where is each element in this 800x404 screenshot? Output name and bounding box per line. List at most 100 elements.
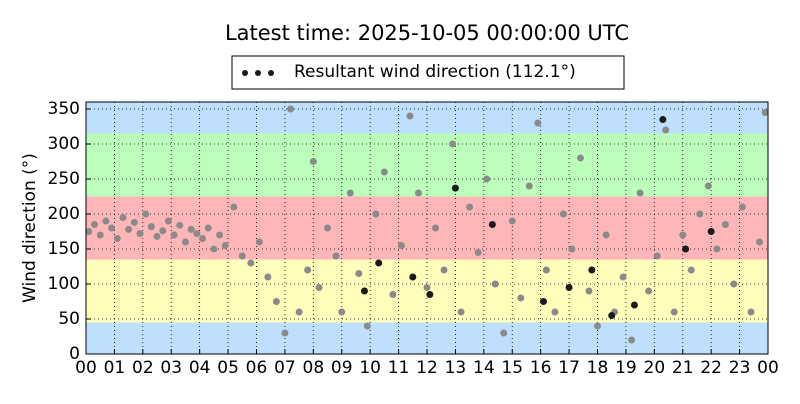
data-point <box>755 238 763 246</box>
data-point <box>568 245 576 253</box>
data-point <box>332 252 340 260</box>
data-point <box>542 266 550 274</box>
data-point <box>483 175 491 183</box>
x-tick-label: 18 <box>587 358 609 378</box>
x-tick-label: 21 <box>672 358 694 378</box>
y-axis-label: Wind direction (°) <box>20 153 40 303</box>
data-point <box>102 217 110 225</box>
data-point <box>432 224 440 232</box>
data-point <box>551 308 559 316</box>
data-point <box>181 238 189 246</box>
data-point <box>540 298 548 305</box>
data-point <box>159 227 167 235</box>
data-point <box>380 168 388 176</box>
x-tick-label: 12 <box>416 358 438 378</box>
data-point <box>363 322 371 330</box>
data-point <box>662 126 670 134</box>
data-point <box>704 182 712 190</box>
x-tick-label: 19 <box>615 358 637 378</box>
data-point <box>761 109 769 116</box>
data-point <box>309 158 317 165</box>
x-tick-label: 08 <box>303 358 325 378</box>
data-point <box>91 221 99 228</box>
data-point <box>221 242 229 249</box>
legend-marker <box>268 70 274 76</box>
data-point <box>187 225 195 233</box>
data-point <box>508 217 516 225</box>
data-point <box>679 231 687 239</box>
data-point <box>559 210 567 218</box>
data-point <box>738 203 746 211</box>
data-point <box>397 242 405 249</box>
y-tick-label: 100 <box>48 274 80 294</box>
x-tick-label: 04 <box>189 358 211 378</box>
data-point <box>272 298 280 305</box>
x-tick-label: 05 <box>217 358 239 378</box>
data-point <box>682 245 690 253</box>
chart-title: Latest time: 2025-10-05 00:00:00 UTC <box>225 21 629 45</box>
data-point <box>142 210 150 218</box>
data-point <box>500 329 508 337</box>
data-point <box>108 224 116 232</box>
plot-frame <box>85 101 769 355</box>
data-point <box>585 287 593 295</box>
legend-marker <box>255 70 261 76</box>
x-tick-label: 17 <box>558 358 580 378</box>
data-point <box>170 231 178 239</box>
data-point <box>713 245 721 253</box>
x-tick-label: 06 <box>246 358 268 378</box>
data-point <box>338 308 346 316</box>
data-point <box>315 284 323 291</box>
data-point <box>199 235 207 242</box>
data-point <box>295 308 303 316</box>
data-point <box>113 235 121 242</box>
data-point <box>659 116 667 123</box>
data-point <box>119 214 127 221</box>
data-point <box>619 273 627 281</box>
data-point <box>147 223 155 231</box>
data-point <box>96 231 104 239</box>
data-point <box>216 231 224 239</box>
y-tick-label: 300 <box>48 134 80 154</box>
direction-band <box>86 102 768 134</box>
data-point <box>304 266 312 274</box>
data-point <box>630 301 638 309</box>
y-tick-label: 50 <box>58 309 80 329</box>
data-point <box>389 291 397 298</box>
data-point <box>238 252 246 260</box>
data-point <box>130 218 138 226</box>
data-point <box>426 291 434 298</box>
data-point <box>136 230 144 238</box>
data-point <box>287 105 295 113</box>
data-point <box>210 245 218 253</box>
data-point <box>281 329 289 337</box>
data-point <box>636 189 644 197</box>
x-tick-label: 20 <box>644 358 666 378</box>
data-point <box>730 280 738 288</box>
data-point <box>488 221 496 228</box>
data-point <box>346 189 354 197</box>
data-point <box>125 225 133 233</box>
data-point <box>409 273 417 281</box>
y-tick-label: 350 <box>48 99 80 119</box>
x-tick-label: 22 <box>700 358 722 378</box>
x-tick-label: 10 <box>359 358 381 378</box>
data-point <box>406 112 414 120</box>
data-point <box>230 203 238 211</box>
x-tick-label: 01 <box>104 358 126 378</box>
data-point <box>440 266 448 274</box>
data-point <box>204 224 212 232</box>
data-point <box>85 228 93 235</box>
data-point <box>628 336 636 344</box>
data-point <box>264 273 272 281</box>
data-point <box>324 224 332 232</box>
x-tick-label: 02 <box>132 358 154 378</box>
x-tick-label: 03 <box>160 358 182 378</box>
x-tick-label: 00 <box>757 358 779 378</box>
x-tick-label: 23 <box>729 358 751 378</box>
x-tick-label: 15 <box>501 358 523 378</box>
x-tick-label: 14 <box>473 358 495 378</box>
data-point <box>193 230 201 238</box>
legend-label: Resultant wind direction (112.1°) <box>294 62 576 82</box>
